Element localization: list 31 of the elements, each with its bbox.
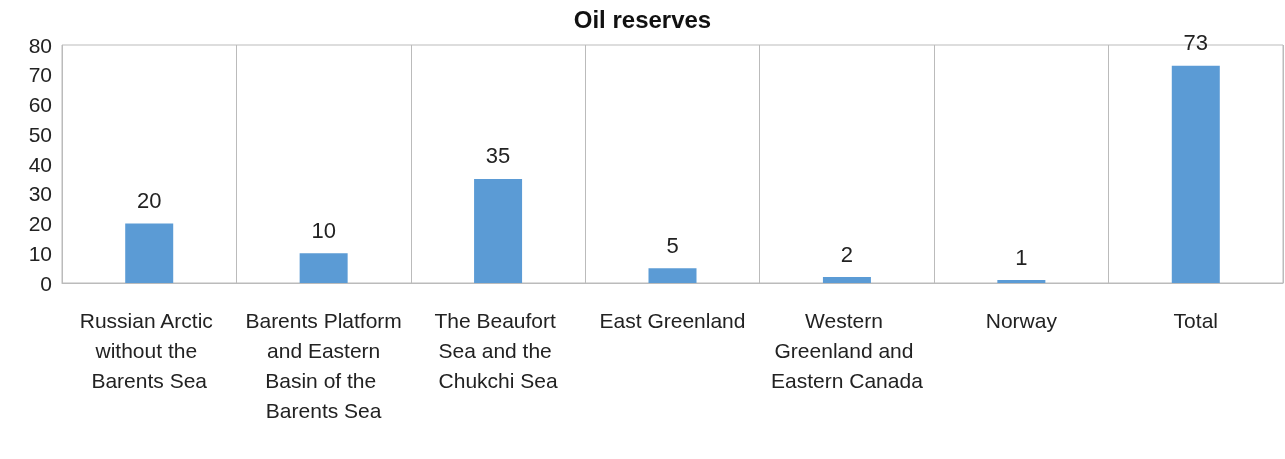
bar (299, 253, 348, 283)
data-label: 20 (136, 188, 162, 213)
x-tick-label: Barents Platform and Eastern Basin of the Barents Sea (245, 308, 402, 422)
data-label: 5 (666, 232, 679, 258)
y-tick-label: 10 (28, 241, 52, 265)
data-label: 2 (840, 241, 854, 267)
bar (474, 178, 523, 283)
y-tick-label: 0 (40, 271, 52, 295)
y-tick-label: 20 (28, 212, 52, 235)
data-label: 35 (485, 143, 511, 169)
x-tick-label: Total (1173, 308, 1218, 332)
x-tick-label: The Beaufort Sea and the Chukchi Sea (434, 308, 562, 392)
chart-title: Oil reserves (573, 5, 712, 33)
x-tick-label: Norway (985, 308, 1058, 332)
y-tick-label: 50 (28, 122, 52, 146)
x-tick-label: East Greenland (599, 308, 746, 332)
y-tick-label: 30 (28, 182, 52, 206)
y-tick-label: 70 (28, 63, 52, 87)
data-label: 73 (1183, 30, 1209, 56)
y-tick-label: 80 (28, 33, 52, 57)
x-tick-label: Russian Arctic without the Barents Sea (79, 308, 219, 392)
y-tick-label: 40 (28, 152, 52, 176)
bar (822, 277, 871, 283)
y-tick-label: 60 (28, 93, 52, 116)
bar (648, 268, 697, 283)
bar (1171, 65, 1220, 283)
data-label: 10 (311, 217, 336, 243)
x-tick-label: Western Greenland and Eastern Canada (771, 308, 924, 392)
bar (125, 223, 174, 283)
data-label: 1 (1015, 244, 1028, 270)
bar (997, 280, 1046, 283)
